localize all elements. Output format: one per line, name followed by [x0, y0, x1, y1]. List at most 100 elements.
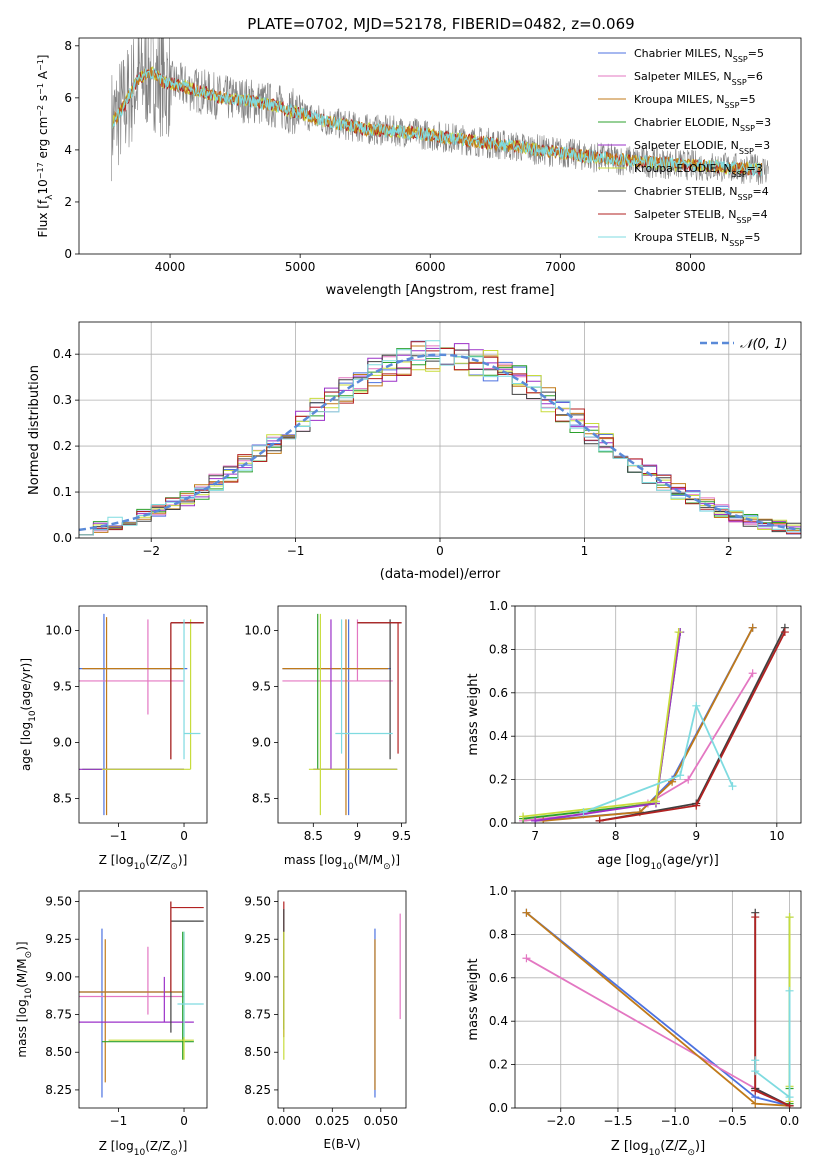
- mass-vs-ebv-xlabel: E(B-V): [323, 1137, 360, 1151]
- errorbar-point-chabrier_stelib: [357, 619, 402, 760]
- mass-weight-marker-salpeter_miles: [748, 669, 757, 678]
- errorbar-point-salpeter_stelib: [170, 622, 204, 760]
- y-tick-label: 0.1: [53, 485, 72, 499]
- x-tick-label: −2.0: [546, 1114, 575, 1128]
- y-tick-label: 0.0: [489, 816, 508, 830]
- mass-vs-Z-frame: [78, 890, 208, 1109]
- y-tick-label: 9.00: [244, 970, 271, 984]
- errorbar-point-kroupa_miles: [282, 619, 389, 816]
- mass-weight-vs-Z-frame: [514, 890, 802, 1109]
- mass-weight-line-salpeter_stelib: [754, 917, 790, 1107]
- y-tick-label: 0.0: [489, 1101, 508, 1115]
- errorbar-point-salpeter_stelib: [170, 901, 204, 992]
- mass-weight-marker-kroupa_stelib: [579, 808, 588, 817]
- x-tick-label: 0: [180, 829, 188, 843]
- mass-weight-vs-age-axes: 7 8 9 10 0.0 0.2 0.4 0.6 0.8 1.0: [489, 599, 802, 843]
- y-tick-label: 0.4: [489, 729, 508, 743]
- mass-weight-marker-kroupa_miles: [748, 623, 757, 632]
- errorbar-point-kroupa_elodie: [108, 931, 194, 1060]
- y-tick-label: 1.0: [489, 599, 508, 613]
- age-vs-mass-frame: [277, 605, 407, 824]
- mass-vs-Z-plot-area: [79, 901, 204, 1098]
- errorbar-point-kroupa_stelib: [177, 931, 204, 1038]
- legend-label-kroupa_miles: Kroupa MILES, NSSP=5: [634, 93, 756, 110]
- mass-weight-line-kroupa_miles: [525, 912, 790, 1107]
- y-tick-label: 9.0: [53, 735, 72, 749]
- y-tick-label: 8.25: [244, 1083, 271, 1097]
- mass-weight-marker-salpeter_stelib: [780, 628, 789, 637]
- y-tick-label: 2: [64, 195, 72, 209]
- y-tick-label: 6: [64, 91, 72, 105]
- mass-weight-line-salpeter_miles: [525, 957, 791, 1107]
- errorbar-point-kroupa_miles: [82, 617, 185, 816]
- y-tick-label: 0.2: [489, 773, 508, 787]
- x-tick-label: −1.5: [603, 1114, 632, 1128]
- x-tick-label: 9: [354, 829, 362, 843]
- x-tick-label: −1: [110, 1114, 128, 1128]
- y-tick-label: 10.0: [45, 624, 72, 638]
- mass-weight-marker-salpeter_stelib: [751, 913, 760, 922]
- mass-weight-marker-kroupa_miles: [522, 908, 531, 917]
- mass-vs-ebv-plot-area: [283, 901, 401, 1098]
- errorbar-point-kroupa_elodie: [308, 613, 398, 816]
- age-vs-Z-frame: [78, 605, 208, 824]
- age-vs-Z-ylabel: age [log10(age/yr)]: [19, 658, 38, 771]
- errorbar-point-salpeter_elodie: [313, 619, 398, 770]
- x-tick-label: 8: [612, 829, 620, 843]
- y-tick-label: 0.0: [53, 531, 72, 545]
- y-tick-label: 9.5: [53, 680, 72, 694]
- errorbar-point-chabrier_miles: [282, 619, 391, 816]
- y-tick-label: 0.8: [489, 927, 508, 941]
- errorbar-point-salpeter_miles: [79, 619, 185, 715]
- residuals-plot-area: [79, 340, 801, 536]
- x-tick-label: 10: [769, 829, 784, 843]
- y-tick-label: 0.6: [489, 686, 508, 700]
- y-tick-label: 9.25: [244, 932, 271, 946]
- mass-weight-vs-Z-axes: −2.0 −1.5 −1.0 −0.5 0.0 0.0 0.2 0.4 0.6 0.8 1.0: [489, 884, 802, 1128]
- y-tick-label: 4: [64, 143, 72, 157]
- x-tick-label: 5000: [285, 260, 316, 274]
- y-tick-label: 9.50: [244, 895, 271, 909]
- errorbar-point-kroupa_miles: [79, 939, 185, 1083]
- mass-vs-Z-ylabel: mass [log10(M/M⊙)]: [15, 941, 34, 1057]
- errorbar-point-salpeter_stelib: [357, 622, 402, 754]
- mass-weight-vs-Z-ylabel: mass weight: [466, 958, 481, 1040]
- mass-weight-marker-kroupa_stelib: [676, 771, 685, 780]
- y-tick-label: 8.5: [252, 791, 271, 805]
- mass-weight-marker-kroupa_elodie: [674, 628, 683, 637]
- residuals-frame: [78, 321, 802, 539]
- mass-weight-marker-kroupa_stelib: [785, 986, 794, 995]
- y-tick-label: 8: [64, 39, 72, 53]
- spectrum-frame: [78, 37, 802, 255]
- mass-weight-marker-kroupa_elodie: [785, 913, 794, 922]
- mass-weight-vs-age-frame: [514, 605, 802, 824]
- errorbar-point-kroupa_stelib: [335, 619, 393, 754]
- mass-weight-line-salpeter_elodie: [534, 631, 682, 822]
- mass-weight-vs-Z-xlabel: Z [log10(Z/Z⊙)]: [611, 1139, 705, 1158]
- x-tick-label: 9.5: [392, 829, 411, 843]
- residuals-ylabel: Normed distribution: [27, 365, 42, 495]
- mass-weight-marker-salpeter_stelib: [751, 1086, 760, 1095]
- spectrum-axes: 4000 5000 6000 7000 8000 0 2 4 6 8: [64, 37, 802, 274]
- normal-distribution-curve: [79, 353, 801, 532]
- y-tick-label: 8.25: [45, 1083, 72, 1097]
- x-tick-label: 0.050: [364, 1114, 398, 1128]
- errorbar-point-chabrier_elodie: [313, 613, 398, 770]
- mass-vs-ebv-frame: [277, 890, 407, 1109]
- mass-weight-marker-salpeter_stelib: [785, 1101, 794, 1108]
- y-tick-label: 8.75: [45, 1008, 72, 1022]
- age-vs-mass-xlabel: mass [log10(M/M⊙)]: [284, 853, 400, 872]
- mass-weight-line-chabrier_miles: [535, 627, 754, 822]
- model-spectrum-kroupa_stelib: [112, 68, 762, 177]
- mass-weight-line-kroupa_stelib: [583, 702, 734, 813]
- mass-weight-vs-Z-plot-area: [522, 908, 794, 1108]
- errorbar-point-salpeter_elodie: [79, 976, 194, 1023]
- mass-weight-vs-age-plot-area: [519, 623, 789, 823]
- mass-weight-marker-kroupa_miles: [751, 1099, 760, 1108]
- x-tick-label: −1: [287, 544, 305, 558]
- spectrum-xlabel: wavelength [Angstrom, rest frame]: [326, 283, 555, 298]
- x-tick-label: −2: [142, 544, 160, 558]
- x-tick-label: 6000: [415, 260, 446, 274]
- errorbar-point-chabrier_stelib: [170, 622, 204, 760]
